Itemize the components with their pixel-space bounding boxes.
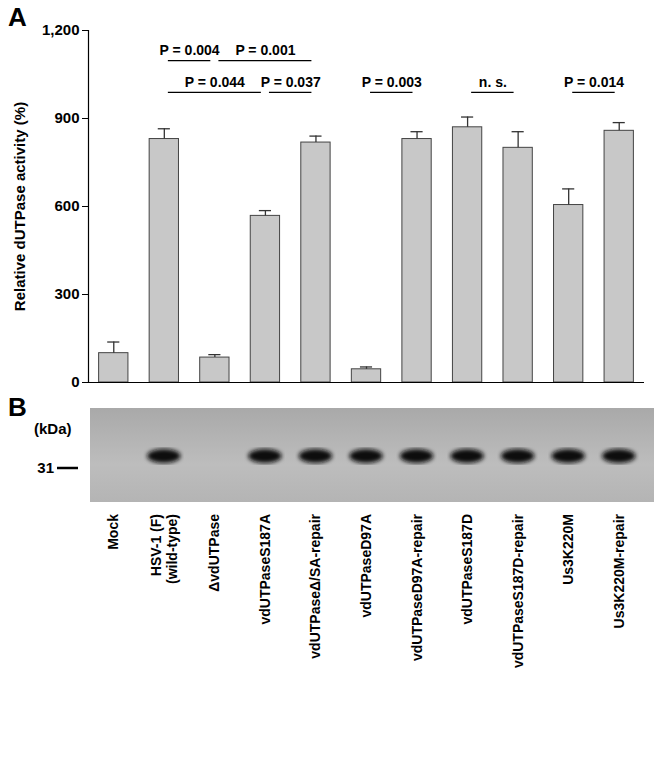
svg-text:vdUTPaseΔ/SA-repair: vdUTPaseΔ/SA-repair (307, 513, 323, 658)
svg-text:P = 0.001: P = 0.001 (235, 42, 295, 58)
svg-text:Mock: Mock (105, 514, 121, 550)
svg-text:P = 0.037: P = 0.037 (261, 74, 321, 90)
svg-text:(kDa): (kDa) (34, 420, 72, 437)
svg-text:600: 600 (54, 197, 79, 214)
svg-text:0: 0 (71, 373, 79, 390)
svg-text:vdUTPaseD97A: vdUTPaseD97A (358, 514, 374, 618)
svg-text:B: B (8, 392, 27, 422)
svg-text:900: 900 (54, 109, 79, 126)
svg-text:P = 0.044: P = 0.044 (185, 74, 245, 90)
svg-text:vdUTPaseS187D-repair: vdUTPaseS187D-repair (510, 513, 526, 668)
svg-text:n. s.: n. s. (479, 74, 507, 90)
svg-text:1,200: 1,200 (42, 21, 80, 38)
html-text:A: A (8, 2, 27, 32)
svg-text:300: 300 (54, 285, 79, 302)
svg-text:vdUTPaseS187A: vdUTPaseS187A (257, 514, 273, 625)
svg-text:Relative dUTPase activity (%): Relative dUTPase activity (%) (11, 102, 28, 311)
svg-text:vdUTPaseD97A-repair: vdUTPaseD97A-repair (409, 513, 425, 661)
svg-text:HSV-1 (F)(wild-type): HSV-1 (F)(wild-type) (148, 514, 180, 584)
svg-text:P = 0.014: P = 0.014 (564, 74, 624, 90)
svg-text:Us3K220M-repair: Us3K220M-repair (611, 513, 627, 628)
svg-text:P = 0.004: P = 0.004 (160, 42, 220, 58)
svg-text:Us3K220M: Us3K220M (560, 514, 576, 585)
svg-text:vdUTPaseS187D: vdUTPaseS187D (459, 514, 475, 625)
svg-text:31: 31 (37, 459, 54, 476)
svg-text:ΔvdUTPase: ΔvdUTPase (206, 514, 222, 592)
svg-text:P = 0.003: P = 0.003 (362, 74, 422, 90)
